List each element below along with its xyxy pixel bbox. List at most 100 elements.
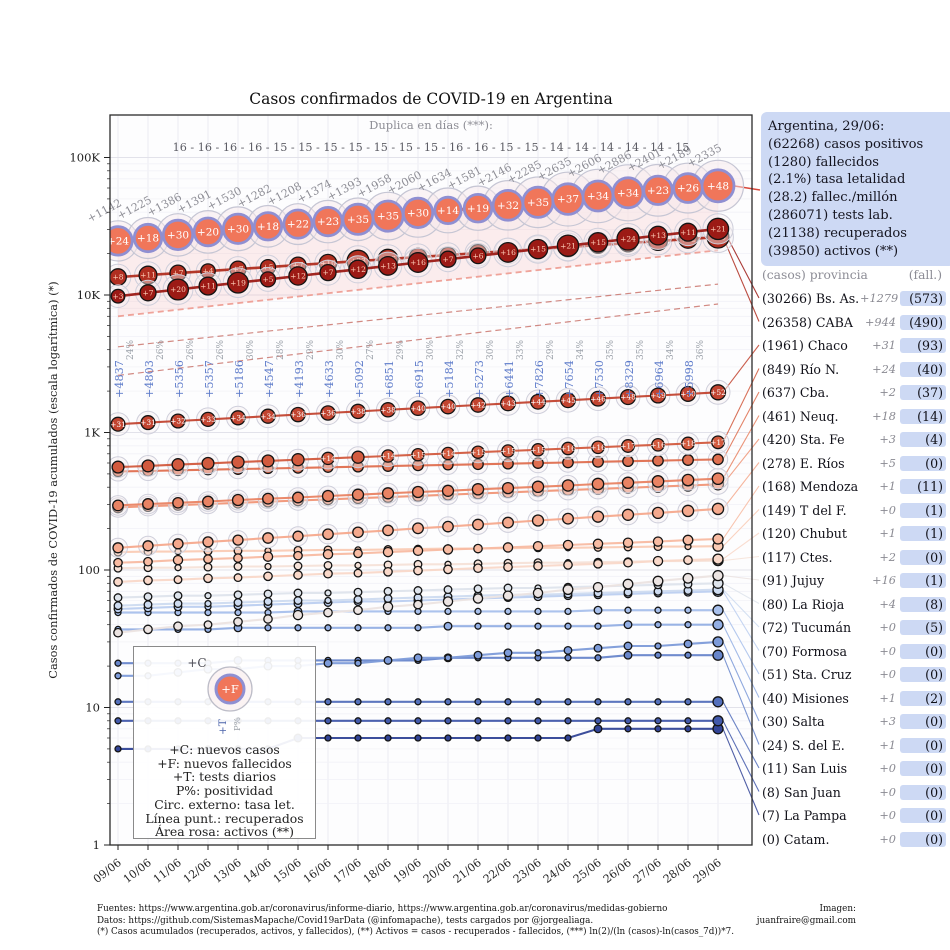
svg-text:16/06: 16/06 [301,856,334,886]
svg-text:+12: +12 [350,265,366,274]
province-daily-new: +2 [879,550,896,564]
svg-text:+15: +15 [530,445,546,454]
x-axis-ticks: 09/0610/0611/0612/0613/0614/0615/0616/06… [91,845,724,886]
province-row: (8) San Juan +0 (0) [762,781,946,805]
province-list: (30266) Bs. As. +1279 (573) (26358) CABA +94… [762,287,946,851]
series-bs-as-: +3 +7 +20 +11 +19 +5 +12 +7 +12 +13 +16 +7 +6 +16 +15 +… [110,213,734,308]
svg-text:+46: +46 [590,394,606,403]
svg-text:+18: +18 [137,233,159,245]
province-daily-new: +24 [872,362,896,376]
province-daily-new: +1279 [860,292,899,306]
svg-text:34%: 34% [576,340,586,360]
province-deaths-badge: (0) [900,784,946,800]
svg-text:+5184: +5184 [443,360,456,398]
svg-text:+6: +6 [472,251,483,260]
svg-text:+16: +16 [410,258,426,267]
svg-text:+24: +24 [107,236,129,248]
province-cases-name: (0) Catam. [762,831,830,847]
svg-text:+34: +34 [230,413,246,422]
province-daily-new: +1 [879,738,896,752]
svg-text:+36: +36 [320,409,336,418]
country-summary-box: Argentina, 29/06: (62268) casos positivo… [761,112,950,267]
province-row: (40) Misiones +1 (2) [762,687,946,711]
y-axis-ticks: 1 10 100 1K 10K 100K [69,151,110,852]
province-list-header: (casos) provincia (fall.) [762,268,942,282]
svg-text:22/06: 22/06 [481,856,514,886]
province-deaths-badge: (11) [900,479,946,495]
svg-text:+24: +24 [620,235,636,244]
header-fallecidos: (fall.) [908,268,942,282]
province-cases-name: (149) T del F. [762,502,847,518]
province-cases-name: (420) Sta. Fe [762,432,845,448]
svg-text:+32: +32 [497,200,519,212]
svg-text:+14: +14 [440,449,456,458]
svg-text:+15: +15 [410,450,426,459]
province-row: (420) Sta. Fe +3 (4) [762,428,946,452]
legend-box: +F +C +T P% +C: nuevos casos +F: nuevos … [133,646,316,839]
province-row: (51) Sta. Cruz +0 (0) [762,663,946,687]
svg-text:+7654: +7654 [563,360,576,398]
svg-text:36%: 36% [696,340,706,360]
svg-text:+5: +5 [262,275,273,284]
svg-text:28/06: 28/06 [661,856,694,886]
province-row: (149) T del F. +0 (1) [762,499,946,523]
svg-text:+11: +11 [140,271,156,280]
province-row: (168) Mendoza +1 (11) [762,475,946,499]
svg-text:+52: +52 [710,388,726,397]
svg-text:+15: +15 [530,245,546,254]
province-daily-new: +944 [864,315,896,329]
province-cases-name: (26358) CABA [762,314,853,330]
province-daily-new: +2 [879,386,896,400]
svg-text:15/06: 15/06 [271,856,304,886]
svg-text:+6964: +6964 [653,360,666,398]
svg-text:10: 10 [85,701,100,715]
legend-line: Circ. externo: tasa let. [154,796,295,812]
svg-text:19/06: 19/06 [391,856,424,886]
svg-text:+37: +37 [557,194,579,206]
province-deaths-badge: (40) [900,361,946,377]
province-deaths-badge: (93) [900,338,946,354]
series-r-o-n-: +14 +14 +15 +14 +15 +15 +15 +16 +16 +17 +16 +18 +17 [110,431,730,478]
province-deaths-badge: (14) [900,408,946,424]
svg-text:+31: +31 [140,418,156,427]
province-deaths-badge: (0) [900,549,946,565]
svg-text:+17: +17 [620,442,636,451]
legend-p-symbol: P% [233,717,243,731]
svg-text:+4837: +4837 [113,360,126,398]
svg-text:+45: +45 [560,396,576,405]
legend-t-symbol: +T [217,719,229,735]
province-row: (120) Chubut +1 (1) [762,522,946,546]
svg-text:+34: +34 [617,187,639,199]
province-daily-new: +5 [879,456,896,470]
series-jujuy [113,569,724,638]
summary-line: (62268) casos positivos [768,136,924,152]
province-daily-new: +31 [872,339,896,353]
svg-text:+6915: +6915 [413,360,426,398]
svg-text:+4: +4 [202,267,213,276]
footer-notas: (*) Casos acumulados (recuperados, activ… [97,927,735,938]
province-daily-new: +18 [872,409,896,423]
svg-text:35%: 35% [636,340,646,360]
svg-text:+36: +36 [290,410,306,419]
svg-text:10/06: 10/06 [121,856,154,886]
province-cases-name: (70) Formosa [762,643,848,659]
province-cases-name: (461) Neuq. [762,408,839,424]
svg-text:11/06: 11/06 [151,856,184,886]
province-row: (117) Ctes. +2 (0) [762,546,946,570]
province-deaths-badge: (2) [900,690,946,706]
province-deaths-badge: (1) [900,526,946,542]
legend-diagram: +F +C +T P% [187,656,253,735]
province-cases-name: (80) La Rioja [762,596,845,612]
province-deaths-badge: (0) [900,808,946,824]
province-row: (11) San Luis +0 (0) [762,757,946,781]
svg-text:+5998: +5998 [683,360,696,398]
svg-text:+7: +7 [322,268,333,277]
svg-text:+8: +8 [112,273,123,282]
province-deaths-badge: (1) [900,502,946,518]
svg-text:+15: +15 [470,448,486,457]
province-deaths-badge: (4) [900,432,946,448]
svg-text:+48: +48 [620,393,636,402]
svg-text:30%: 30% [426,340,436,360]
province-row: (91) Jujuy +16 (1) [762,569,946,593]
